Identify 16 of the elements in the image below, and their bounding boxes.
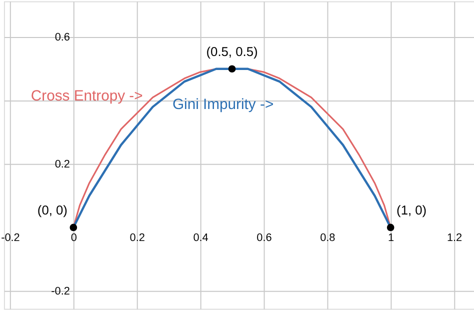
x-tick-label: 0.6 bbox=[256, 232, 272, 244]
annotation: (0, 0) bbox=[37, 202, 68, 218]
y-tick-label: -0.2 bbox=[51, 285, 70, 298]
x-tick-label: 1 bbox=[388, 232, 394, 244]
x-tick-label: 0 bbox=[70, 232, 77, 244]
x-tick-label: 1.2 bbox=[446, 232, 462, 244]
x-tick-label: 0.8 bbox=[320, 232, 336, 244]
annotation: (1, 0) bbox=[396, 202, 427, 218]
x-tick-label: 0.4 bbox=[193, 232, 208, 244]
annotation: (0.5, 0.5) bbox=[206, 44, 258, 59]
x-tick-label: 0.2 bbox=[130, 232, 145, 244]
y-tick-label: 0.6 bbox=[54, 32, 70, 44]
series-label: Gini Impurity -> bbox=[172, 97, 274, 114]
x-tick-label: -0.2 bbox=[1, 232, 20, 244]
y-tick-label: 0.2 bbox=[54, 158, 70, 171]
series-label: Cross Entropy -> bbox=[30, 88, 143, 104]
